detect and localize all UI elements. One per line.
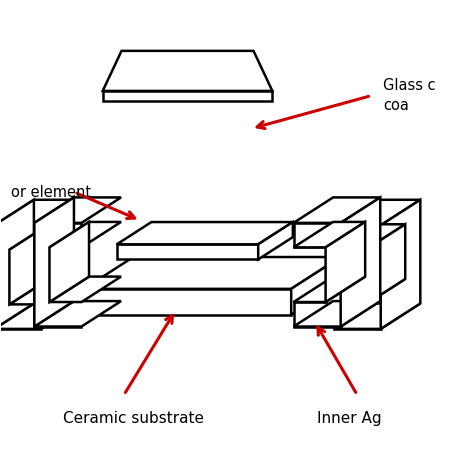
Polygon shape <box>334 279 405 304</box>
Polygon shape <box>334 224 405 250</box>
Polygon shape <box>35 197 74 327</box>
Polygon shape <box>49 222 89 302</box>
Polygon shape <box>9 279 81 304</box>
Polygon shape <box>341 197 380 327</box>
Text: Glass c
coa: Glass c coa <box>383 78 436 113</box>
Polygon shape <box>293 277 365 302</box>
Polygon shape <box>334 200 420 225</box>
Polygon shape <box>0 200 81 225</box>
Text: Inner Ag: Inner Ag <box>317 411 382 426</box>
Polygon shape <box>365 224 405 304</box>
Text: or element: or element <box>11 185 91 200</box>
Polygon shape <box>9 224 49 304</box>
Polygon shape <box>291 257 341 315</box>
Polygon shape <box>84 257 341 289</box>
Polygon shape <box>0 225 41 329</box>
Polygon shape <box>293 301 380 327</box>
Polygon shape <box>103 51 273 91</box>
Polygon shape <box>35 223 82 327</box>
Polygon shape <box>49 277 121 302</box>
Polygon shape <box>9 224 81 250</box>
Polygon shape <box>35 301 121 327</box>
Polygon shape <box>103 91 273 101</box>
Polygon shape <box>84 289 291 315</box>
Polygon shape <box>293 223 341 327</box>
Text: Ceramic substrate: Ceramic substrate <box>63 411 204 426</box>
Polygon shape <box>117 222 293 244</box>
Polygon shape <box>293 197 380 223</box>
Polygon shape <box>35 197 121 223</box>
Polygon shape <box>0 303 81 329</box>
Polygon shape <box>381 200 420 329</box>
Polygon shape <box>334 225 381 329</box>
Polygon shape <box>49 222 121 247</box>
Polygon shape <box>0 200 34 329</box>
Polygon shape <box>326 222 365 302</box>
Polygon shape <box>293 222 365 247</box>
Polygon shape <box>334 303 420 329</box>
Polygon shape <box>117 244 258 259</box>
Polygon shape <box>258 222 293 259</box>
